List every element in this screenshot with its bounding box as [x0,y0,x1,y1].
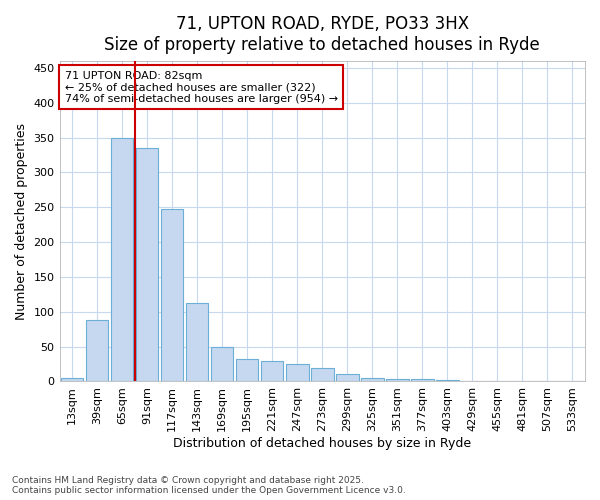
Bar [261,360,283,382]
Bar [186,302,208,382]
Y-axis label: Number of detached properties: Number of detached properties [15,122,28,320]
Bar [461,381,484,382]
Bar [336,374,359,382]
Bar [411,380,434,382]
Bar [361,378,383,382]
Bar [311,368,334,382]
Bar [161,210,184,382]
Text: 71 UPTON ROAD: 82sqm
← 25% of detached houses are smaller (322)
74% of semi-deta: 71 UPTON ROAD: 82sqm ← 25% of detached h… [65,70,338,104]
Bar [61,378,83,382]
X-axis label: Distribution of detached houses by size in Ryde: Distribution of detached houses by size … [173,437,472,450]
Bar [86,320,109,382]
Bar [286,364,308,382]
Bar [486,381,509,382]
Bar [536,381,559,382]
Title: 71, UPTON ROAD, RYDE, PO33 3HX
Size of property relative to detached houses in R: 71, UPTON ROAD, RYDE, PO33 3HX Size of p… [104,15,540,54]
Bar [236,359,259,382]
Text: Contains HM Land Registry data © Crown copyright and database right 2025.
Contai: Contains HM Land Registry data © Crown c… [12,476,406,495]
Bar [436,380,458,382]
Bar [211,346,233,382]
Bar [386,380,409,382]
Bar [111,138,133,382]
Bar [136,148,158,382]
